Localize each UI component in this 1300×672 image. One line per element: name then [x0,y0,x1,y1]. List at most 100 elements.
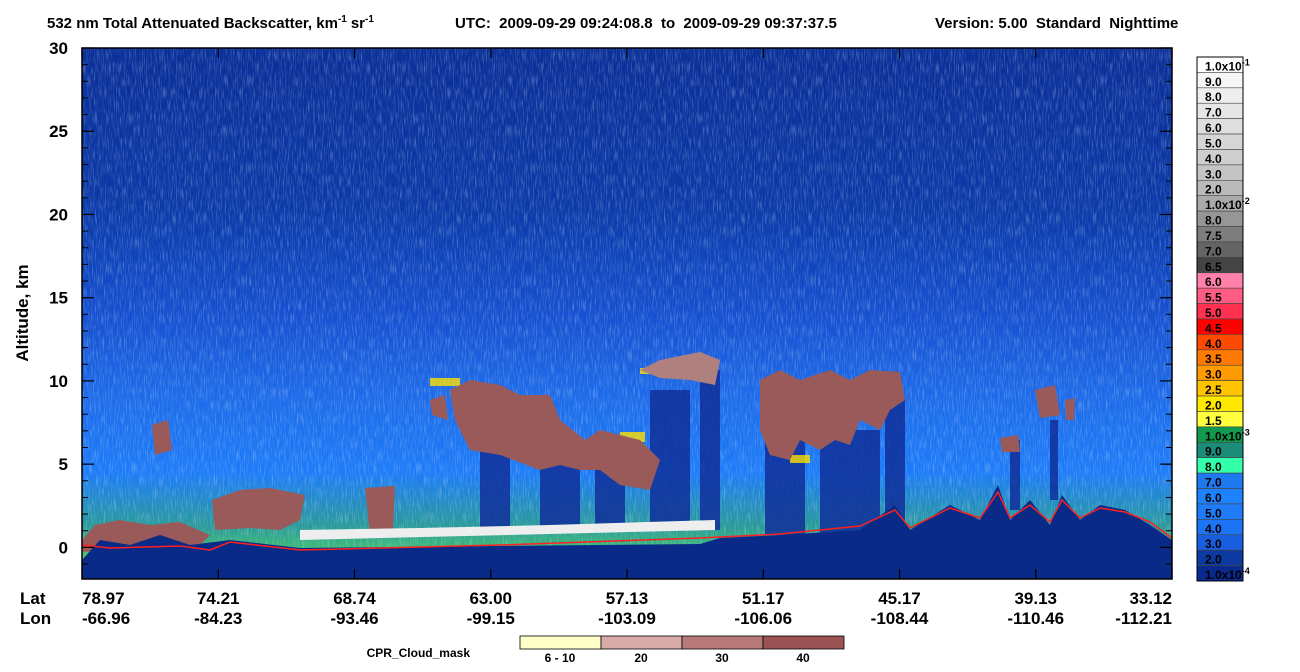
colorbar-label: 6.5 [1205,260,1222,274]
colorbar-label-text: 2.0 [1205,398,1222,412]
version: Version: 5.00 Standard Nighttime [935,15,1178,32]
cloud-mask-label: 40 [796,651,810,665]
colorbar-label-text: 7.5 [1205,229,1222,243]
colorbar-frame [1196,56,1244,582]
colorbar-label-text: 1.0x10 [1205,568,1242,582]
lon-label: -108.44 [871,609,929,628]
colorbar-label: 1.0x10-3 [1205,427,1250,443]
lat-label: 74.21 [197,589,240,608]
colorbar-label: 3.5 [1205,352,1222,366]
lat-label: 63.00 [469,589,512,608]
colorbar-label-text: 1.5 [1205,414,1222,428]
colorbar-label-text: 4.0 [1205,152,1222,166]
lon-label: -93.46 [330,609,378,628]
colorbar-label-text: 8.0 [1205,214,1222,228]
time-range: UTC: 2009-09-29 09:24:08.8 to 2009-09-29… [455,15,837,32]
colorbar-label-text: 7.0 [1205,476,1222,490]
cloud-mask-swatch [519,635,602,650]
colorbar-label-exp: -3 [1242,427,1250,437]
colorbar-label-exp: -4 [1242,566,1250,576]
colorbar-label-text: 6.0 [1205,275,1222,289]
colorbar-label: 5.0 [1205,506,1222,520]
colorbar-label-text: 9.0 [1205,75,1222,89]
lat-label: 39.13 [1014,589,1057,608]
y-tick-label: 0 [59,538,68,557]
colorbar-label: 7.5 [1205,229,1222,243]
colorbar-label: 3.0 [1205,368,1222,382]
colorbar-label-text: 2.0 [1205,553,1222,567]
cloud-mask-label: 6 - 10 [545,651,576,665]
colorbar-label-text: 2.5 [1205,383,1222,397]
lon-label: -84.23 [194,609,242,628]
colorbar-label-text: 8.0 [1205,90,1222,104]
cloud-mask-swatch [762,635,845,650]
lat-label: 51.17 [742,589,785,608]
colorbar-label-text: 2.0 [1205,183,1222,197]
colorbar-label: 9.0 [1205,75,1222,89]
colorbar-label: 1.0x10-4 [1205,566,1250,582]
cloud-mask-swatch [681,635,764,650]
lat-label: 33.12 [1129,589,1172,608]
colorbar-label-text: 5.0 [1205,136,1222,150]
cloud-mask-title: CPR_Cloud_mask [367,646,471,660]
lat-label: Lat [20,589,46,608]
colorbar-label: 5.0 [1205,306,1222,320]
colorbar-label-text: 5.0 [1205,506,1222,520]
colorbar-label: 2.5 [1205,383,1222,397]
colorbar-label-text: 6.0 [1205,491,1222,505]
colorbar-label-text: 5.5 [1205,291,1222,305]
colorbar-label: 8.0 [1205,90,1222,104]
lat-label: 78.97 [82,589,125,608]
colorbar-label-text: 6.0 [1205,121,1222,135]
y-tick-label: 20 [49,205,68,224]
colorbar-label: 4.0 [1205,522,1222,536]
cloud-mask-label: 30 [715,651,729,665]
colorbar-label: 1.5 [1205,414,1222,428]
y-tick-label: 5 [59,455,68,474]
colorbar-label-exp: -1 [1242,57,1250,67]
colorbar-label-text: 4.5 [1205,321,1222,335]
colorbar-label: 8.0 [1205,460,1222,474]
colorbar-label-text: 4.0 [1205,522,1222,536]
colorbar-label: 7.0 [1205,476,1222,490]
colorbar-label: 2.0 [1205,398,1222,412]
colorbar-label: 3.0 [1205,537,1222,551]
colorbar-label-text: 6.5 [1205,260,1222,274]
colorbar-label-text: 8.0 [1205,460,1222,474]
colorbar-label: 5.0 [1205,136,1222,150]
lon-label: -106.06 [734,609,792,628]
colorbar-label: 7.0 [1205,244,1222,258]
colorbar-label: 6.0 [1205,491,1222,505]
colorbar-label-text: 1.0x10 [1205,429,1242,443]
colorbar-label: 6.0 [1205,121,1222,135]
lat-label: 68.74 [333,589,376,608]
colorbar-label-text: 1.0x10 [1205,59,1242,73]
colorbar-label-text: 4.0 [1205,337,1222,351]
colorbar-label: 3.0 [1205,167,1222,181]
lon-label: -103.09 [598,609,656,628]
colorbar-label-exp: -2 [1242,196,1250,206]
lon-label: Lon [20,609,51,628]
colorbar-label: 4.0 [1205,337,1222,351]
lon-label: -112.21 [1115,609,1172,628]
colorbar-label: 4.0 [1205,152,1222,166]
cloud-mask-label: 20 [634,651,648,665]
lon-label: -66.96 [82,609,130,628]
y-tick-label: 30 [49,39,68,58]
colorbar-label: 2.0 [1205,553,1222,567]
colorbar-label: 1.0x10-1 [1205,57,1250,73]
colorbar-label-text: 3.0 [1205,537,1222,551]
lon-label: -110.46 [1007,609,1064,628]
colorbar-label-text: 3.0 [1205,368,1222,382]
colorbar-label-text: 3.0 [1205,167,1222,181]
y-tick-label: 10 [49,372,68,391]
colorbar-label: 2.0 [1205,183,1222,197]
lat-label: 57.13 [606,589,649,608]
colorbar-label-text: 9.0 [1205,445,1222,459]
colorbar-label: 1.0x10-2 [1205,196,1250,212]
colorbar-label-text: 7.0 [1205,244,1222,258]
colorbar-label: 6.0 [1205,275,1222,289]
colorbar-label: 7.0 [1205,106,1222,120]
colorbar-label-text: 7.0 [1205,106,1222,120]
